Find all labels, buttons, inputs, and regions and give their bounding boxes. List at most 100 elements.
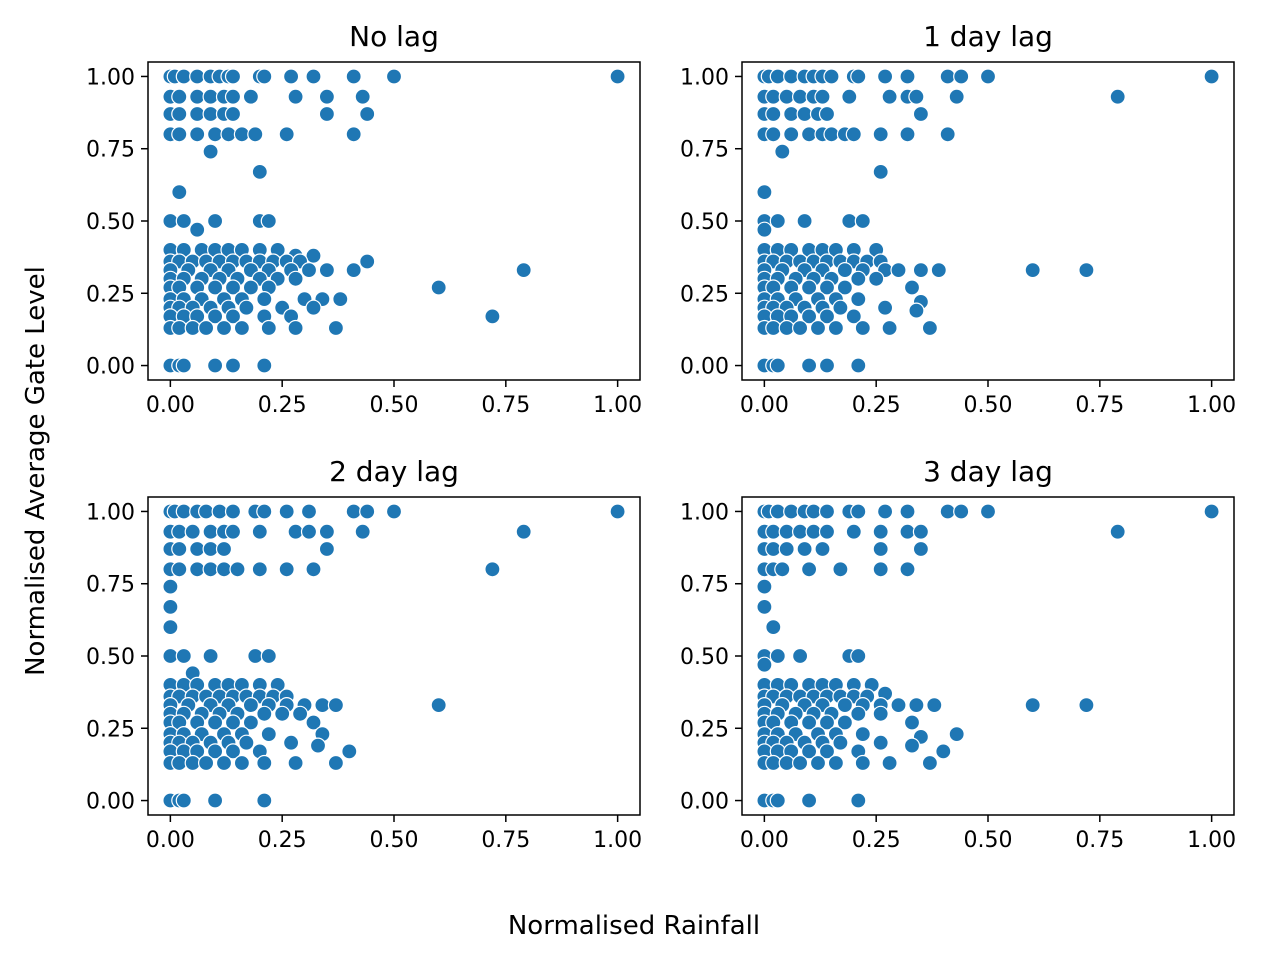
scatter-point bbox=[260, 647, 277, 665]
scatter-point bbox=[162, 647, 179, 665]
scatter-point bbox=[292, 705, 309, 722]
y-tick-label: 0.75 bbox=[86, 573, 135, 598]
scatter-point bbox=[1024, 262, 1041, 279]
scatter-point bbox=[841, 212, 858, 230]
scatter-point bbox=[198, 503, 215, 520]
scatter-point bbox=[872, 561, 889, 578]
scatter-point bbox=[800, 279, 818, 296]
scatter-point bbox=[756, 598, 773, 616]
scatter-point bbox=[207, 792, 224, 809]
scatter-point bbox=[796, 540, 813, 558]
scatter-point bbox=[287, 319, 304, 337]
scatter-point bbox=[175, 792, 192, 809]
scatter-point bbox=[189, 105, 206, 123]
scatter-point bbox=[769, 792, 786, 809]
scatter-point bbox=[921, 319, 939, 337]
scatter-point bbox=[809, 319, 827, 337]
y-tick-label: 1.00 bbox=[86, 65, 135, 90]
scatter-point bbox=[818, 523, 836, 540]
scatter-point bbox=[832, 734, 849, 751]
scatter-point bbox=[256, 792, 273, 809]
scatter-point bbox=[238, 734, 255, 751]
scatter-point bbox=[912, 262, 930, 279]
scatter-point bbox=[1078, 262, 1095, 279]
scatter-point bbox=[283, 68, 300, 85]
scatter-point bbox=[175, 68, 192, 85]
scatter-point bbox=[215, 754, 233, 772]
scatter-point bbox=[171, 105, 188, 123]
scatter-point bbox=[832, 299, 849, 316]
scatter-point bbox=[899, 561, 916, 578]
scatter-point bbox=[908, 302, 925, 319]
scatter-point bbox=[207, 126, 224, 143]
scatter-point bbox=[233, 319, 250, 337]
subplot-4: 3 day lag 0.00 0.25 0.50 0.75 1.00 0.00 0.25 0.5… bbox=[680, 455, 1236, 853]
scatter-point bbox=[175, 212, 192, 230]
scatter-point bbox=[756, 184, 773, 201]
x-tick-label: 1.00 bbox=[1187, 828, 1236, 853]
scatter-points bbox=[162, 503, 626, 809]
scatter-point bbox=[899, 523, 916, 540]
scatter-point bbox=[1203, 503, 1220, 520]
scatter-point bbox=[260, 212, 277, 230]
scatter-point bbox=[354, 88, 371, 105]
scatter-point bbox=[841, 88, 858, 105]
scatter-point bbox=[224, 279, 242, 296]
scatter-point bbox=[484, 308, 501, 325]
scatter-point bbox=[247, 647, 264, 665]
scatter-point bbox=[926, 696, 943, 714]
scatter-point bbox=[171, 319, 188, 337]
scatter-point bbox=[818, 357, 836, 374]
y-tick-label: 1.00 bbox=[680, 500, 729, 525]
scatter-point bbox=[769, 68, 786, 85]
scatter-point bbox=[921, 754, 939, 772]
scatter-point bbox=[341, 743, 358, 760]
y-tick-label: 0.25 bbox=[86, 717, 135, 742]
scatter-point bbox=[256, 754, 273, 772]
scatter-point bbox=[778, 88, 795, 105]
scatter-point bbox=[778, 754, 795, 772]
scatter-point bbox=[908, 88, 925, 105]
scatter-point bbox=[827, 754, 845, 772]
scatter-point bbox=[184, 754, 201, 772]
scatter-point bbox=[318, 262, 335, 279]
scatter-point bbox=[300, 523, 318, 540]
scatter-point bbox=[823, 126, 840, 143]
scatter-point bbox=[979, 503, 997, 520]
scatter-point bbox=[845, 523, 862, 540]
scatter-point bbox=[171, 88, 188, 105]
scatter-point bbox=[207, 279, 224, 296]
figure-ylabel: Normalised Average Gate Level bbox=[21, 266, 51, 676]
scatter-point bbox=[939, 68, 956, 85]
scatter-point bbox=[850, 68, 867, 85]
scatter-point bbox=[359, 105, 376, 123]
scatter-point bbox=[1109, 88, 1126, 105]
scatter-point bbox=[876, 299, 894, 316]
scatter-point bbox=[979, 68, 997, 85]
scatter-point bbox=[1078, 696, 1095, 714]
scatter-point bbox=[805, 523, 822, 540]
y-tick-label: 0.50 bbox=[680, 210, 729, 235]
scatter-points bbox=[756, 68, 1220, 374]
scatter-point bbox=[224, 88, 242, 105]
scatter-point bbox=[903, 737, 921, 754]
scatter-point bbox=[260, 725, 277, 743]
scatter-point bbox=[778, 523, 795, 540]
scatter-point bbox=[162, 598, 179, 616]
scatter-point bbox=[953, 68, 970, 85]
scatter-point bbox=[769, 647, 786, 665]
scatter-point bbox=[854, 754, 871, 772]
scatter-point bbox=[233, 126, 250, 143]
scatter-point bbox=[872, 163, 889, 180]
scatter-point bbox=[207, 357, 224, 374]
scatter-point bbox=[305, 299, 322, 316]
scatter-point bbox=[800, 714, 818, 731]
scatter-point bbox=[783, 105, 800, 123]
y-tick-label: 0.00 bbox=[680, 355, 729, 380]
scatter-points bbox=[756, 503, 1220, 809]
subplot-2: 1 day lag 0.00 0.25 0.50 0.75 1.00 0.00 0.25 0.5… bbox=[680, 20, 1236, 418]
scatter-point bbox=[791, 523, 809, 540]
y-tick-label: 0.75 bbox=[86, 138, 135, 163]
scatter-point bbox=[899, 68, 916, 85]
scatter-point bbox=[171, 523, 188, 540]
